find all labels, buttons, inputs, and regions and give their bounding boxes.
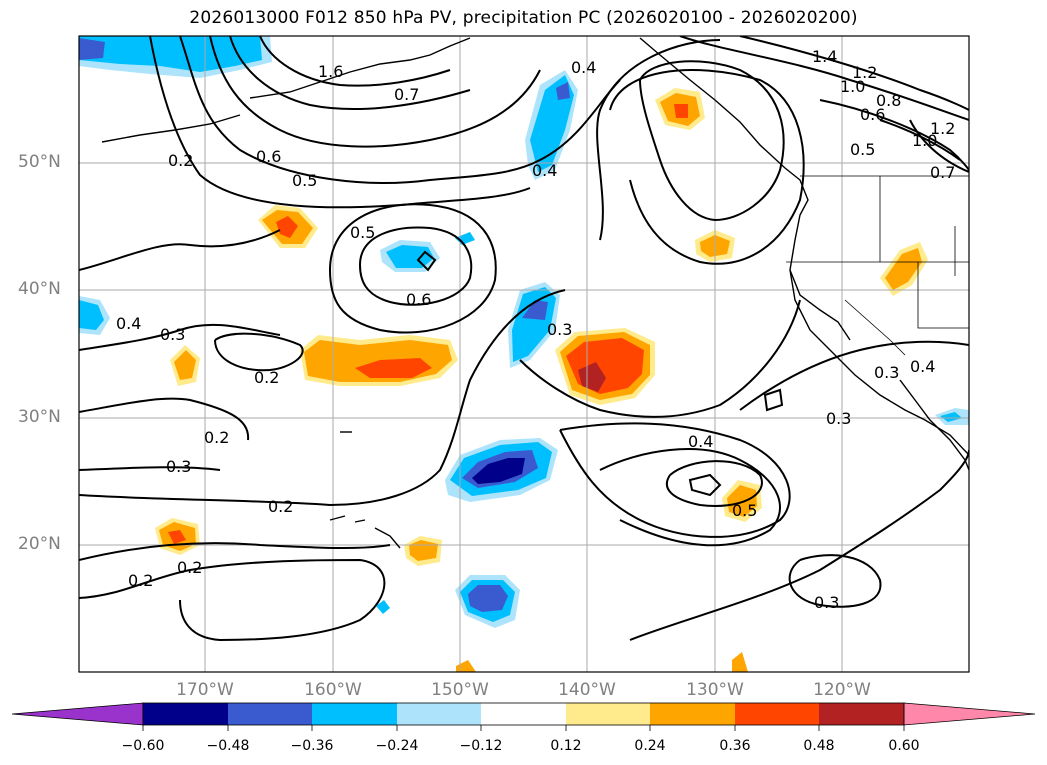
colorbar-segment [735, 703, 819, 725]
contour-label: 0.6 [406, 290, 431, 309]
precip-negative-area [79, 38, 105, 60]
colorbar-segment [566, 703, 650, 725]
contour-label: 0.4 [571, 58, 596, 77]
contour-label: 0.3 [826, 409, 851, 428]
contour-label: 0.3 [874, 363, 899, 382]
contour-label: 0.2 [268, 497, 293, 516]
contour-label: 0.2 [168, 151, 193, 170]
colorbar-segment [312, 703, 397, 725]
precip-negative-area [940, 412, 962, 422]
contour-label: 0.3 [160, 325, 185, 344]
precip-positive-area [276, 216, 298, 238]
contour-label: 0.5 [292, 171, 317, 190]
coastlines [101, 37, 969, 549]
colorbar-segment [481, 703, 566, 725]
precip-negative-area [556, 82, 570, 100]
contour-label: 0.3 [166, 457, 191, 476]
precip-negative-area [468, 585, 508, 612]
contour-label: 1.2 [930, 119, 955, 138]
precip-negative-area [376, 600, 390, 614]
precip-shading [79, 36, 969, 672]
contour-label: 0.2 [128, 571, 153, 590]
precip-negative-area [79, 36, 262, 72]
precip-positive-area [578, 362, 606, 392]
contour-labels: 1.6 0.7 0.4 1.4 1.2 1.0 0.8 0.6 1.0 1.2 … [116, 47, 955, 612]
precip-positive-area [174, 350, 196, 380]
contour-label: 0.3 [814, 593, 839, 612]
gridlines [79, 36, 969, 672]
colorbar-segment [650, 703, 735, 725]
lon-tick-label: 130°W [686, 680, 744, 700]
contour-label: 0.7 [930, 163, 955, 182]
contour-label: 0.7 [394, 85, 419, 104]
contour-label: 0.5 [850, 140, 875, 159]
contour-label: 0.6 [256, 147, 281, 166]
lon-tick-label: 160°W [304, 680, 362, 700]
contour-label: 0.2 [254, 368, 279, 387]
contour-label: 1.0 [840, 77, 865, 96]
colorbar-label: −0.36 [290, 738, 334, 754]
colorbar-segment [397, 703, 481, 725]
lat-tick-label: 30°N [18, 407, 61, 427]
contour-label: 0.2 [204, 428, 229, 447]
colorbar-segment [819, 703, 904, 725]
plot-frame [78, 35, 970, 673]
contour-label: 0.4 [688, 432, 713, 451]
contour-label: 1.0 [912, 131, 937, 150]
lat-tick-label: 40°N [18, 279, 61, 299]
lon-tick-label: 150°W [431, 680, 489, 700]
colorbar [11, 702, 1036, 731]
contour-label: 1.2 [852, 63, 877, 82]
lon-tick-label: 140°W [558, 680, 616, 700]
precip-negative-area [79, 300, 104, 330]
precip-negative-area [472, 458, 525, 484]
colorbar-frame [142, 702, 905, 726]
lat-tick-label: 20°N [18, 534, 61, 554]
colorbar-label: 0.60 [888, 738, 920, 754]
precip-positive-area [674, 104, 688, 118]
contour-label: 0.2 [177, 558, 202, 577]
contour-label: 0.4 [532, 161, 557, 180]
colorbar-label: 0.12 [550, 738, 582, 754]
colorbar-label: 0.36 [719, 738, 751, 754]
map-title: 2026013000 F012 850 hPa PV, precipitatio… [189, 8, 858, 28]
precip-positive-area [885, 248, 922, 290]
precip-positive-area [456, 660, 476, 672]
contour-label: 0.5 [732, 501, 757, 520]
contour-label: 0.4 [910, 357, 935, 376]
lon-tick-label: 170°W [176, 680, 234, 700]
colorbar-segment [143, 703, 228, 725]
precip-negative-area [522, 300, 548, 320]
colorbar-over-arrow [903, 702, 1036, 726]
contour-label: 0.8 [876, 91, 901, 110]
precip-positive-area [168, 530, 186, 544]
colorbar-label: −0.48 [206, 738, 250, 754]
contour-label: 0.3 [547, 320, 572, 339]
contour-label: 0.6 [860, 105, 885, 124]
political-borders [786, 175, 969, 356]
colorbar-label: 0.24 [634, 738, 666, 754]
colorbar-segment [228, 703, 312, 725]
precip-positive-area [732, 652, 748, 672]
precip-negative-area [530, 75, 574, 172]
colorbar-label: −0.12 [459, 738, 503, 754]
lon-tick-label: 120°W [813, 680, 871, 700]
pv-contours [79, 36, 969, 642]
precip-positive-area [727, 485, 757, 517]
lat-tick-label: 50°N [18, 152, 61, 172]
contour-label: 1.6 [318, 62, 343, 81]
precip-negative-area [386, 245, 434, 268]
colorbar-label: −0.24 [375, 738, 419, 754]
colorbar-label: −0.60 [121, 738, 165, 754]
contour-label: 0.4 [116, 314, 141, 333]
contour-label: 1.4 [812, 47, 837, 66]
colorbar-under-arrow [11, 702, 144, 726]
colorbar-label: 0.48 [803, 738, 835, 754]
contour-label: 0.5 [350, 223, 375, 242]
precip-positive-area [355, 358, 432, 378]
